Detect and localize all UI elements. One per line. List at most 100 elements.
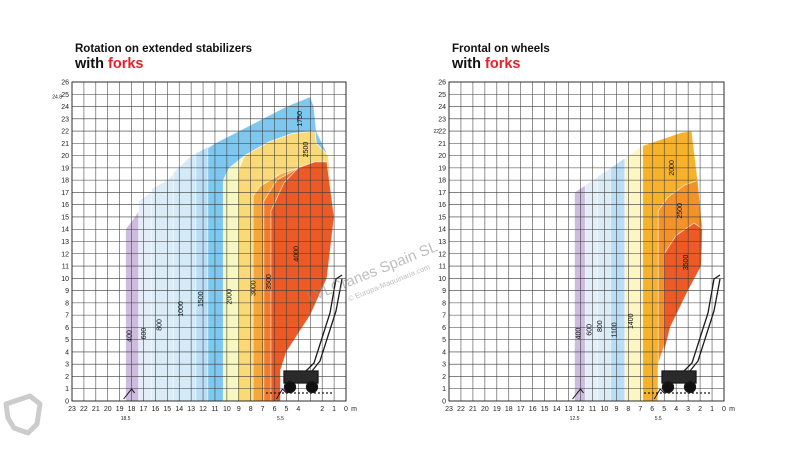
right-x-tick-label: 9	[614, 406, 618, 413]
left-capacity-label-1500: 1500	[198, 291, 205, 307]
right-y-tick-label: 18	[438, 178, 446, 185]
left-x-tick-label: 23	[68, 406, 76, 413]
right-capacity-label-3500: 3500	[683, 254, 690, 270]
right-x-tick-label: 15	[541, 406, 549, 413]
left-y-tick-label: 1	[65, 386, 69, 393]
right-y-tick-label: 24	[438, 104, 446, 111]
left-x-tick-label: 13	[187, 406, 195, 413]
left-x-tick-label: 15	[163, 406, 171, 413]
left-min-reach-label: 5.5	[277, 416, 284, 422]
right-crane-wheel-rear	[661, 380, 675, 394]
right-capacity-label-2500: 2500	[677, 203, 684, 219]
left-y-tick-label: 8	[65, 300, 69, 307]
right-y-tick-label: 14	[438, 227, 446, 234]
right-y-tick-label: 26	[438, 80, 446, 87]
right-capacity-label-1100: 1100	[611, 322, 618, 337]
right-x-axis-unit: m	[729, 406, 735, 413]
left-x-tick-label: 1	[332, 406, 336, 413]
right-x-tick-label: 2	[698, 406, 702, 413]
right-x-tick-label: 18	[505, 406, 513, 413]
right-y-tick-label: 8	[442, 300, 446, 307]
right-y-tick-label: 17	[438, 190, 446, 197]
right-x-tick-label: 13	[565, 406, 573, 413]
left-capacity-label-400: 400	[127, 330, 134, 342]
left-max-height-label: 24.8	[52, 95, 62, 101]
right-x-tick-label: 22	[457, 406, 465, 413]
right-chart: 0123456789101112131415161718192021222324…	[433, 80, 735, 423]
right-crane-cab	[661, 370, 697, 384]
left-y-tick-label: 11	[62, 264, 69, 271]
left-crane-boom	[297, 274, 343, 380]
right-y-tick-label: 12	[438, 251, 446, 258]
left-capacity-label-2000: 2000	[227, 289, 234, 305]
right-x-tick-label: 16	[529, 406, 537, 413]
left-capacity-label-2500: 2500	[303, 142, 310, 158]
right-x-tick-label: 6	[650, 406, 654, 413]
left-fork-marker-min	[276, 388, 287, 400]
right-y-tick-label: 11	[439, 264, 446, 271]
right-chart-title: Frontal on wheels	[452, 43, 550, 55]
left-y-tick-label: 24	[61, 104, 69, 111]
right-x-tick-label: 1	[710, 406, 714, 413]
right-x-tick-label: 7	[638, 406, 642, 413]
right-frame	[448, 81, 725, 402]
right-max-reach-label: 12.5	[570, 416, 580, 422]
left-chart-subtitle-prefix: with	[74, 56, 108, 72]
left-y-tick-label: 17	[61, 190, 69, 197]
left-y-tick-label: 21	[61, 141, 69, 148]
left-frame	[71, 81, 347, 402]
right-y-tick-label: 0	[442, 399, 446, 406]
right-crane-illustration	[644, 274, 721, 394]
right-capacity-label-2000: 2000	[669, 160, 676, 176]
right-x-tick-label: 20	[481, 406, 489, 413]
right-capacity-label-600: 600	[586, 324, 593, 336]
left-capacity-label-3500: 3500	[266, 274, 273, 290]
right-y-tick-label: 19	[438, 165, 446, 172]
left-y-tick-label: 20	[61, 153, 69, 160]
right-y-tick-label: 13	[438, 239, 446, 246]
left-chart: 0123456789101112131415161718192021222324…	[52, 80, 357, 423]
left-x-axis-unit: m	[351, 406, 357, 413]
left-x-tick-label: 7	[261, 406, 265, 413]
left-x-tick-label: 19	[116, 406, 124, 413]
left-fork-marker-reach	[123, 388, 136, 400]
right-y-tick-label: 16	[438, 202, 446, 209]
left-y-tick-label: 16	[61, 202, 69, 209]
left-x-tick-label: 4	[296, 406, 300, 413]
right-y-tick-label: 25	[438, 92, 446, 99]
right-y-tick-label: 2	[442, 374, 446, 381]
right-y-tick-label: 20	[438, 153, 446, 160]
left-y-tick-label: 18	[61, 178, 69, 185]
right-chart-subtitle-accent: forks	[485, 56, 520, 72]
right-y-tick-label: 1	[442, 386, 446, 393]
right-y-tick-label: 23	[438, 116, 446, 123]
left-y-tick-label: 25	[61, 92, 69, 99]
left-crane-wheel-front	[305, 380, 319, 394]
right-x-tick-label: 23	[445, 406, 453, 413]
right-min-reach-label: 5.5	[655, 416, 662, 422]
right-capacity-label-400: 400	[576, 328, 583, 340]
right-x-tick-label: 3	[686, 406, 690, 413]
right-max-height-label: 22	[433, 129, 439, 135]
right-y-tick-label: 4	[442, 349, 446, 356]
right-capacity-label-800: 800	[597, 320, 604, 332]
left-x-tick-label: 11	[211, 406, 218, 413]
right-x-tick-label: 10	[601, 406, 609, 413]
left-x-tick-label: 20	[104, 406, 112, 413]
left-y-tick-label: 0	[65, 399, 69, 406]
left-y-tick-label: 26	[61, 80, 69, 87]
right-chart-subtitle: with forks	[451, 56, 521, 72]
left-y-tick-label: 19	[61, 165, 69, 172]
left-x-tick-label: 17	[140, 406, 148, 413]
right-y-tick-label: 7	[442, 313, 446, 320]
left-y-tick-label: 23	[61, 116, 69, 123]
right-capacity-label-1400: 1400	[628, 313, 635, 329]
right-fork-marker-reach	[572, 388, 584, 400]
left-base-markers	[123, 388, 287, 400]
right-y-tick-label: 10	[438, 276, 446, 283]
left-y-tick-label: 4	[65, 349, 69, 356]
right-y-tick-label: 22	[438, 129, 446, 136]
right-x-tick-label: 11	[589, 406, 596, 413]
left-y-tick-label: 3	[65, 362, 69, 369]
left-chart-title: Rotation on extended stabilizers	[75, 43, 252, 55]
